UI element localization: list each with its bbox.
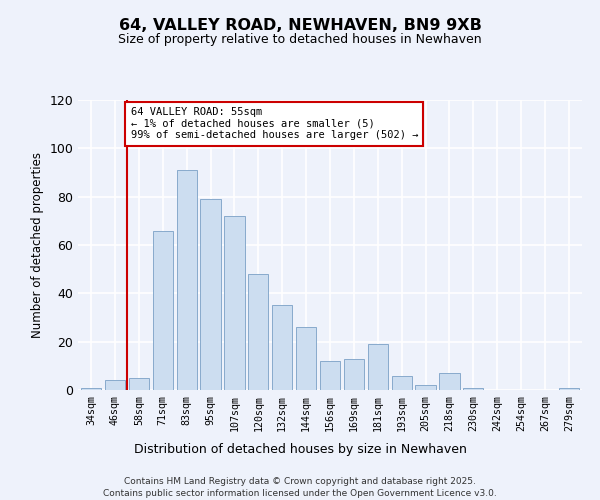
Bar xyxy=(248,274,268,390)
Text: Contains public sector information licensed under the Open Government Licence v3: Contains public sector information licen… xyxy=(103,489,497,498)
Bar xyxy=(463,388,484,390)
Text: Contains HM Land Registry data © Crown copyright and database right 2025.: Contains HM Land Registry data © Crown c… xyxy=(124,478,476,486)
Bar xyxy=(176,170,197,390)
Bar xyxy=(296,327,316,390)
Bar xyxy=(439,373,460,390)
Bar xyxy=(81,388,101,390)
Bar xyxy=(272,306,292,390)
Bar xyxy=(344,358,364,390)
Bar xyxy=(129,378,149,390)
Bar xyxy=(368,344,388,390)
Text: Distribution of detached houses by size in Newhaven: Distribution of detached houses by size … xyxy=(134,442,466,456)
Bar xyxy=(200,199,221,390)
Bar xyxy=(415,385,436,390)
Y-axis label: Number of detached properties: Number of detached properties xyxy=(31,152,44,338)
Bar xyxy=(152,230,173,390)
Text: Size of property relative to detached houses in Newhaven: Size of property relative to detached ho… xyxy=(118,32,482,46)
Text: 64, VALLEY ROAD, NEWHAVEN, BN9 9XB: 64, VALLEY ROAD, NEWHAVEN, BN9 9XB xyxy=(119,18,481,32)
Bar xyxy=(559,388,579,390)
Bar xyxy=(320,361,340,390)
Bar xyxy=(105,380,125,390)
Text: 64 VALLEY ROAD: 55sqm
← 1% of detached houses are smaller (5)
99% of semi-detach: 64 VALLEY ROAD: 55sqm ← 1% of detached h… xyxy=(131,108,418,140)
Bar xyxy=(224,216,245,390)
Bar xyxy=(392,376,412,390)
